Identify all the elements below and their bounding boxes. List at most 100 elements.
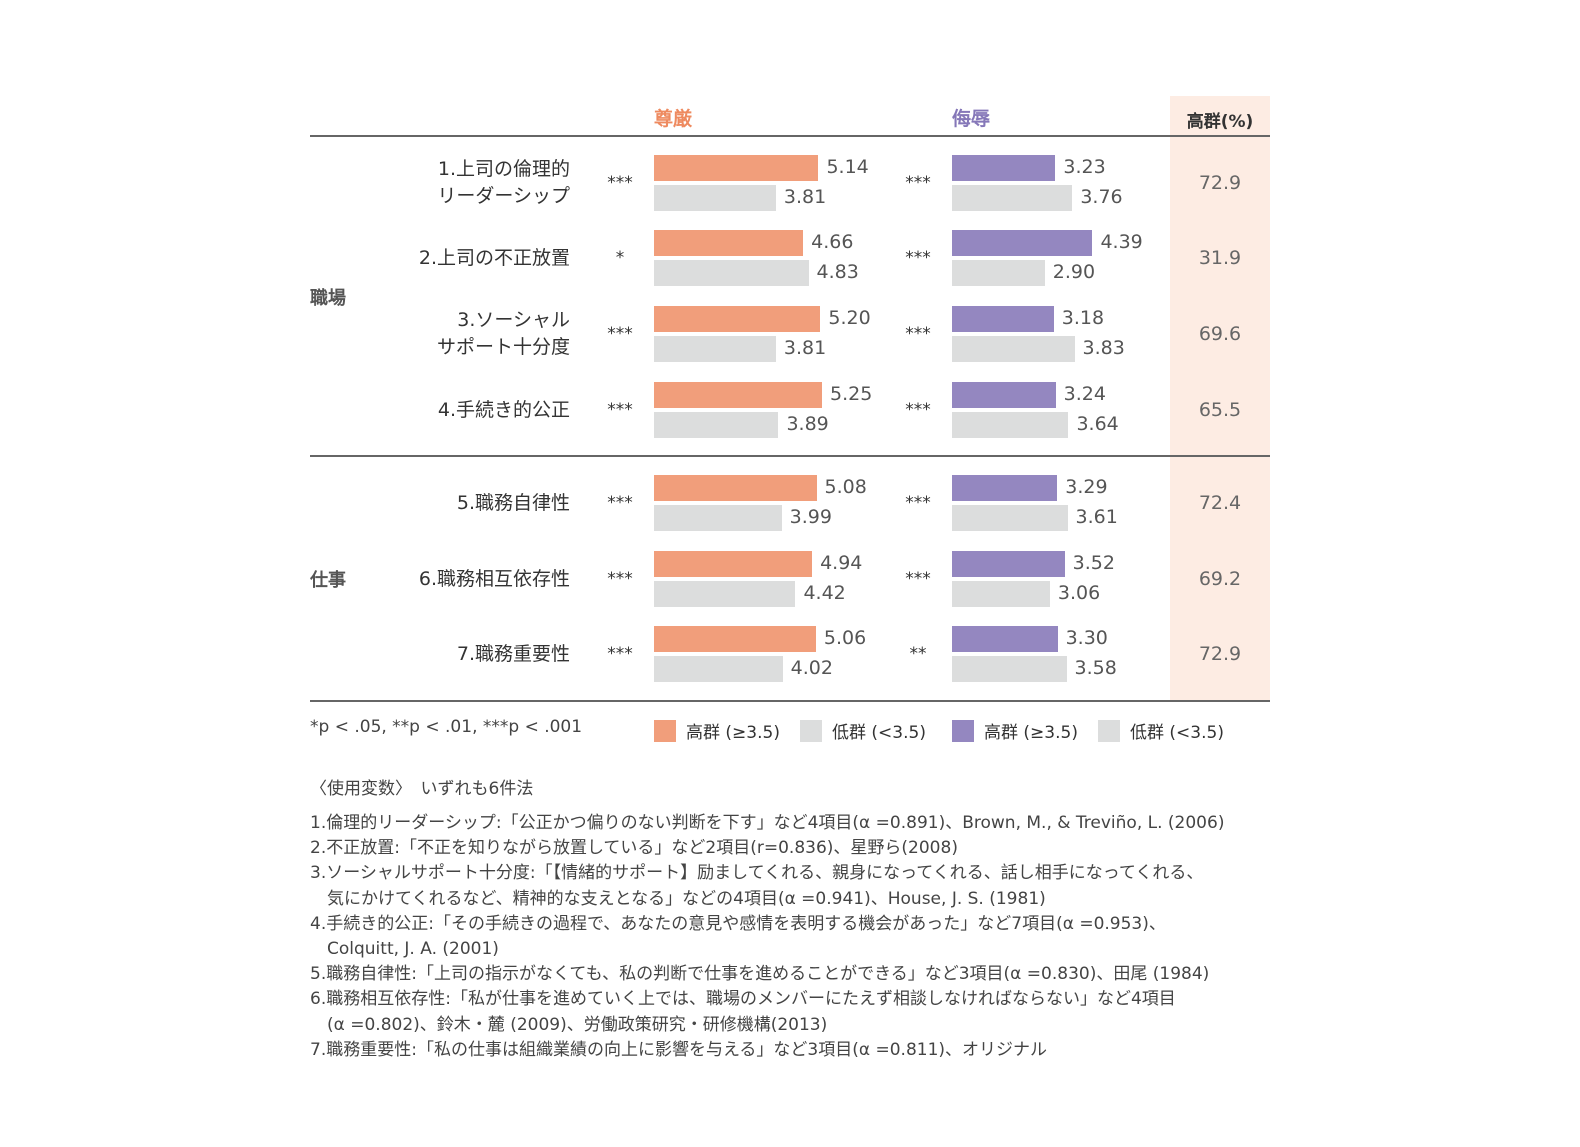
pct-column-background	[1170, 96, 1270, 701]
value-label-low: 3.99	[789, 506, 832, 528]
note-line: 3.ソーシャルサポート十分度:「【情緒的サポート】励ましてくれる、親身になってく…	[310, 863, 1204, 884]
value-label-low: 4.42	[803, 582, 846, 604]
bar-low	[952, 656, 1067, 682]
value-label-low: 4.83	[816, 261, 859, 283]
significance-marker: ***	[607, 644, 633, 664]
value-label-high: 4.94	[820, 552, 863, 574]
bar-low	[952, 185, 1073, 211]
bar-low	[654, 505, 782, 531]
pct-value: 65.5	[1198, 399, 1242, 421]
row-label: 4.手続き的公正	[437, 398, 570, 421]
value-label-high: 3.52	[1072, 552, 1115, 574]
value-label-high: 3.24	[1063, 383, 1106, 405]
divider-bottom	[310, 700, 1270, 702]
legend-label: 高群 (≥3.5)	[686, 723, 780, 743]
value-label-low: 3.81	[783, 186, 827, 208]
bar-low	[952, 336, 1075, 362]
value-label-high: 5.25	[830, 383, 873, 405]
bar-low	[654, 581, 796, 607]
legend-item: 高群 (≥3.5)	[654, 718, 780, 743]
bar-low	[952, 581, 1050, 607]
bar-high	[654, 475, 817, 501]
legend-label: 高群 (≥3.5)	[984, 723, 1078, 743]
bar-high	[654, 155, 819, 181]
significance-marker: ***	[905, 173, 931, 193]
note-line: 1.倫理的リーダーシップ:「公正かつ偏りのない判断を下す」など4項目(α =0.…	[310, 813, 1225, 833]
row-label: 7.職務重要性	[456, 642, 570, 665]
value-label-high: 4.39	[1100, 231, 1143, 253]
value-label-low: 3.58	[1074, 657, 1117, 679]
bar-low	[654, 260, 809, 286]
bar-high	[952, 230, 1093, 256]
value-label-low: 2.90	[1052, 261, 1096, 283]
significance-marker: ***	[607, 400, 633, 420]
bar-high	[654, 626, 816, 652]
legend-swatch	[952, 719, 974, 742]
legend-swatch	[1098, 719, 1120, 742]
note-line: 6.職務相互依存性:「私が仕事を進めていく上では、職場のメンバーにたえず相談しな…	[310, 989, 1176, 1010]
row-label: 5.職務自律性	[456, 491, 570, 514]
bar-high	[952, 475, 1058, 501]
pct-value: 72.4	[1198, 492, 1242, 514]
value-label-high: 4.66	[811, 231, 854, 253]
row-label: 6.職務相互依存性	[418, 567, 570, 590]
bar-low	[654, 656, 783, 682]
value-label-low: 3.61	[1075, 506, 1118, 528]
value-label-high: 5.06	[823, 627, 867, 649]
bar-low	[654, 412, 779, 438]
legend-item: 低群 (<3.5)	[1098, 718, 1224, 743]
legend-label: 低群 (<3.5)	[832, 723, 926, 743]
significance-marker: ***	[607, 324, 633, 344]
value-label-high: 3.29	[1065, 476, 1108, 498]
divider-top	[310, 135, 1270, 137]
value-label-low: 3.64	[1076, 413, 1119, 435]
bar-high	[952, 551, 1065, 577]
bar-high	[952, 382, 1056, 408]
bar-low	[952, 505, 1068, 531]
value-label-high: 3.18	[1061, 307, 1105, 329]
group-label-job: 仕事	[310, 570, 346, 591]
pct-value: 31.9	[1198, 247, 1242, 269]
value-label-high: 5.20	[828, 307, 871, 329]
significance-marker: ***	[905, 569, 931, 589]
value-label-low: 4.02	[790, 657, 833, 679]
divider-middle	[310, 455, 1270, 457]
note-line: 2.不正放置:「不正を知りながら放置している」など2項目(r=0.836)、星野…	[310, 838, 958, 859]
value-label-low: 3.76	[1080, 186, 1123, 208]
value-label-high: 5.14	[826, 156, 869, 178]
pct-value: 69.6	[1198, 323, 1242, 345]
value-label-high: 5.08	[824, 476, 867, 498]
bar-high	[654, 306, 821, 332]
significance-marker: **	[909, 644, 927, 664]
significance-marker: *	[615, 248, 625, 268]
legend-label: 低群 (<3.5)	[1130, 723, 1224, 743]
bar-low	[654, 336, 776, 362]
row-label: 2.上司の不正放置	[418, 246, 570, 269]
significance-note: *p < .05, **p < .01, ***p < .001	[310, 717, 583, 737]
legend-item: 低群 (<3.5)	[800, 718, 926, 743]
pct-header: 高群(%)	[1186, 112, 1254, 132]
note-line: Colquitt, J. A. (2001)	[310, 939, 499, 959]
significance-marker: ***	[607, 493, 633, 513]
value-label-low: 3.81	[783, 337, 827, 359]
bar-low	[952, 260, 1045, 286]
bar-high	[654, 382, 822, 408]
significance-marker: ***	[905, 324, 931, 344]
significance-marker: ***	[607, 569, 633, 589]
pct-value: 72.9	[1198, 643, 1242, 665]
significance-marker: ***	[905, 248, 931, 268]
legend-swatch	[654, 719, 676, 742]
note-line: 4.手続き的公正:「その手続きの過程で、あなたの意見や感情を表明する機会があった…	[310, 913, 1166, 934]
bar-high	[654, 551, 813, 577]
significance-marker: ***	[607, 173, 633, 193]
significance-marker: ***	[905, 400, 931, 420]
note-line: 7.職務重要性:「私の仕事は組織業績の向上に影響を与える」など3項目(α =0.…	[310, 1039, 1048, 1060]
significance-marker: ***	[905, 493, 931, 513]
value-label-low: 3.83	[1082, 337, 1125, 359]
pct-value: 72.9	[1198, 172, 1242, 194]
bar-high	[654, 230, 804, 256]
legend-item: 高群 (≥3.5)	[952, 718, 1078, 743]
panel-title-dignity: 尊厳	[654, 108, 693, 130]
value-label-low: 3.06	[1057, 582, 1101, 604]
